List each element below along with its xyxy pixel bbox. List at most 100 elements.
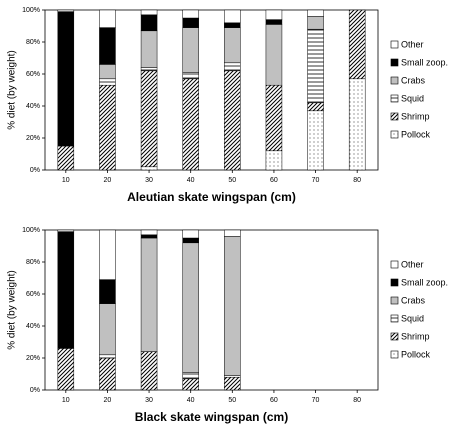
bar-segment [140, 67, 158, 72]
bar-segment [99, 357, 116, 391]
bar-segment [182, 9, 199, 19]
x-tick-label: 70 [312, 177, 320, 184]
x-tick-label: 40 [187, 397, 195, 404]
legend-swatch [390, 130, 399, 139]
bar-segment [182, 378, 199, 391]
legend-label: Squid [401, 93, 424, 103]
bar-segment [99, 303, 116, 356]
bar-segment [348, 78, 366, 171]
y-tick-label: 0% [30, 387, 40, 394]
y-tick-label: 80% [26, 259, 40, 266]
y-tick-label: 60% [26, 71, 40, 78]
legend-swatch [390, 350, 399, 359]
legend-swatch [390, 40, 399, 49]
bar-segment [182, 78, 199, 171]
legend-label: Crabs [401, 75, 426, 85]
legend-label: Other [401, 39, 424, 49]
bar-segment [307, 16, 324, 30]
bar-segment [57, 231, 75, 349]
x-tick-label: 40 [187, 177, 195, 184]
bar-segment [265, 9, 283, 20]
bar-segment [224, 9, 241, 24]
plot-frame [44, 229, 379, 391]
bar-segment [224, 27, 241, 64]
x-tick-label: 50 [228, 177, 236, 184]
bar-segment [265, 19, 283, 25]
y-tick-label: 80% [26, 39, 40, 46]
bar-segment [99, 84, 116, 171]
bar-segment [57, 11, 75, 147]
y-tick-label: 40% [26, 103, 40, 110]
legend-label: Pollock [401, 349, 431, 359]
bar-segment [182, 72, 199, 80]
legend-swatch [390, 332, 399, 341]
x-tick-label: 20 [104, 397, 112, 404]
bar-segment [265, 150, 283, 171]
bar-segment [99, 9, 116, 28]
bar-segment [224, 376, 241, 391]
legend-label: Squid [401, 313, 424, 323]
bar-segment [224, 62, 241, 72]
x-axis-title: Black skate wingspan (cm) [135, 410, 288, 424]
legend-swatch [390, 278, 399, 287]
legend-label: Pollock [401, 129, 431, 139]
y-axis-title: % diet (by weight) [7, 270, 18, 349]
x-tick-label: 70 [312, 397, 320, 404]
bar-segment [57, 348, 75, 391]
bar-segment [99, 78, 116, 86]
y-tick-label: 40% [26, 323, 40, 330]
x-tick-label: 60 [270, 177, 278, 184]
y-axis-title: % diet (by weight) [7, 50, 18, 129]
y-tick-label: 20% [26, 355, 40, 362]
y-tick-label: 60% [26, 291, 40, 298]
bar-segment [265, 84, 283, 152]
x-tick-label: 30 [145, 177, 153, 184]
bar-segment [182, 372, 199, 380]
bar-segment [99, 229, 116, 280]
legend-label: Shrimp [401, 111, 430, 121]
legend-label: Small zoop. [401, 57, 448, 67]
bar-segment [307, 110, 324, 171]
legend-swatch [390, 260, 399, 269]
x-tick-label: 20 [104, 177, 112, 184]
legend-swatch [390, 76, 399, 85]
bar-segment [182, 27, 199, 73]
plot-frame [44, 9, 379, 171]
legend-label: Small zoop. [401, 277, 448, 287]
bar-segment [348, 9, 366, 80]
bar-segment [224, 229, 241, 237]
bar-segment [99, 279, 116, 304]
legend-swatch [390, 112, 399, 121]
y-tick-label: 20% [26, 135, 40, 142]
bar-segment [140, 351, 158, 391]
bar-segment [182, 229, 199, 239]
legend-label: Crabs [401, 295, 426, 305]
bar-segment [140, 229, 158, 236]
bar-segment [99, 27, 116, 65]
y-tick-label: 100% [22, 7, 40, 14]
bar-segment [140, 237, 158, 352]
x-tick-label: 30 [145, 397, 153, 404]
bar-segment [182, 237, 199, 244]
x-tick-label: 50 [228, 397, 236, 404]
legend-label: Other [401, 259, 424, 269]
y-tick-label: 0% [30, 167, 40, 174]
bar-segment [140, 234, 158, 239]
x-tick-label: 60 [270, 397, 278, 404]
legend-label: Shrimp [401, 331, 430, 341]
bar-segment [182, 242, 199, 373]
x-tick-label: 80 [353, 177, 361, 184]
legend-swatch [390, 58, 399, 67]
bar-segment [224, 22, 241, 28]
bar-segment [57, 145, 75, 171]
bar-segment [307, 28, 324, 104]
bar-segment [57, 229, 75, 232]
x-tick-label: 10 [62, 397, 70, 404]
bar-segment [182, 17, 199, 28]
bar-segment [57, 9, 75, 12]
bar-segment [99, 354, 116, 359]
bar-segment [307, 9, 324, 17]
bar-segment [140, 9, 158, 16]
bar-segment [224, 236, 241, 376]
